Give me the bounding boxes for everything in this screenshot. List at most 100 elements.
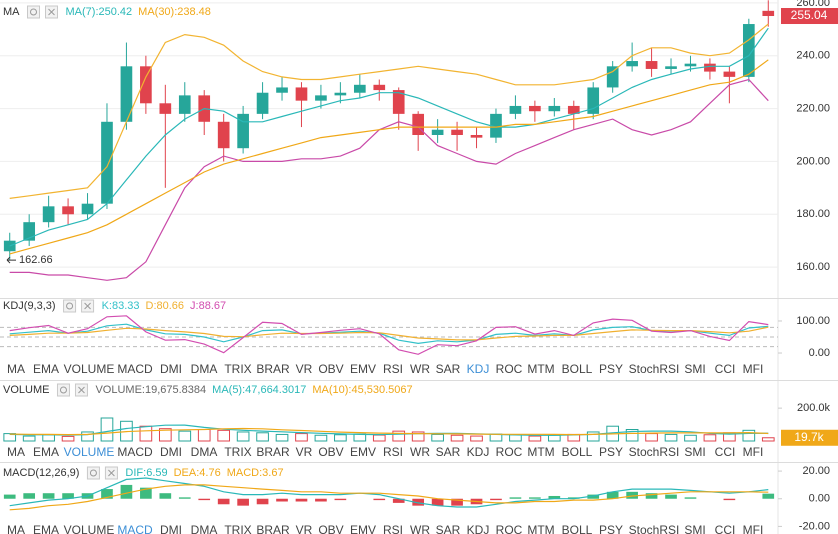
- icon-glyph: [84, 302, 91, 310]
- indicator-tab[interactable]: DMA: [191, 523, 218, 534]
- indicator-tab[interactable]: PSY: [599, 523, 623, 534]
- indicator-tab[interactable]: ROC: [496, 362, 523, 376]
- indicator-tab[interactable]: CCI: [715, 362, 736, 376]
- legend-entry: D:80.66: [146, 300, 185, 312]
- indicator-tab[interactable]: DMA: [191, 445, 218, 459]
- indicator-tab[interactable]: EMA: [33, 445, 59, 459]
- volume-bar: [295, 433, 308, 442]
- candle-body: [548, 105, 561, 112]
- indicator-tab[interactable]: RSI: [383, 362, 403, 376]
- indicator-tab[interactable]: StochRSI: [629, 362, 680, 376]
- indicator-tab[interactable]: MTM: [527, 362, 554, 376]
- settings-icon[interactable]: [27, 5, 40, 19]
- indicator-tab[interactable]: KDJ: [467, 445, 490, 459]
- indicator-tab[interactable]: VR: [296, 445, 313, 459]
- indicator-tab[interactable]: WR: [410, 362, 430, 376]
- indicator-tab[interactable]: PSY: [599, 445, 623, 459]
- indicator-tab[interactable]: BOLL: [562, 445, 593, 459]
- indicator-tab[interactable]: VOLUME: [64, 523, 115, 534]
- candle-body: [334, 92, 347, 96]
- indicator-tab[interactable]: CCI: [715, 445, 736, 459]
- indicator-tab[interactable]: MTM: [527, 523, 554, 534]
- candle-body: [431, 129, 444, 135]
- indicator-tab[interactable]: TRIX: [224, 523, 251, 534]
- indicator-tab[interactable]: OBV: [318, 523, 343, 534]
- indicator-tab[interactable]: SAR: [436, 362, 461, 376]
- indicator-tab[interactable]: WR: [410, 523, 430, 534]
- legend-entry: VOLUME:19,675.8384: [95, 384, 206, 396]
- indicator-tab[interactable]: MACD: [117, 445, 153, 459]
- panel: 160.00 180.00 200.00 220.00 240.00 260.00255.…: [0, 0, 838, 281]
- indicator-tab[interactable]: MA: [7, 445, 25, 459]
- volume-bar: [411, 431, 425, 442]
- indicator-tab[interactable]: ROC: [496, 445, 523, 459]
- indicator-tab[interactable]: DMI: [160, 362, 182, 376]
- indicator-tab[interactable]: TRIX: [224, 445, 251, 459]
- indicator-tab[interactable]: SMI: [684, 523, 705, 534]
- indicator-tab[interactable]: MACD: [117, 362, 153, 376]
- indicator-tab[interactable]: BRAR: [256, 362, 290, 376]
- settings-icon[interactable]: [86, 466, 100, 480]
- indicator-tab[interactable]: VOLUME: [64, 445, 115, 459]
- indicator-tab[interactable]: KDJ: [467, 523, 490, 534]
- macd-bar: [723, 498, 736, 501]
- indicator-tab[interactable]: BRAR: [256, 523, 290, 534]
- y-tick-label: 160.00: [796, 261, 830, 273]
- indicator-tab[interactable]: OBV: [318, 445, 343, 459]
- indicator-tab[interactable]: MA: [7, 523, 25, 534]
- indicator-tab[interactable]: DMI: [160, 445, 182, 459]
- indicator-tab[interactable]: VR: [296, 523, 313, 534]
- indicator-tab[interactable]: RSI: [383, 523, 403, 534]
- indicator-tab[interactable]: EMV: [350, 445, 376, 459]
- indicator-tab[interactable]: EMV: [350, 523, 376, 534]
- indicator-tab[interactable]: OBV: [318, 362, 343, 376]
- indicator-tab[interactable]: BOLL: [562, 523, 593, 534]
- indicator-tab[interactable]: EMA: [33, 523, 59, 534]
- legend-entry: J:88.67: [190, 300, 226, 312]
- indicator-tab[interactable]: TRIX: [224, 362, 251, 376]
- panel: -20.00 0.00 20.00 MACD(12,26,9) DIF:6.59 DEA:…: [3, 465, 830, 534]
- macd-bar: [23, 493, 36, 499]
- indicator-tab[interactable]: MA: [7, 362, 25, 376]
- indicator-tab[interactable]: MACD: [117, 523, 153, 534]
- settings-icon[interactable]: [63, 299, 77, 313]
- volume-bar: [81, 431, 94, 442]
- indicator-tab[interactable]: DMA: [191, 362, 218, 376]
- indicator-tab[interactable]: BRAR: [256, 445, 290, 459]
- indicator-tab[interactable]: StochRSI: [629, 445, 680, 459]
- indicator-tab[interactable]: PSY: [599, 362, 623, 376]
- macd-bar: [626, 491, 638, 499]
- macd-bar: [3, 494, 16, 499]
- indicator-tab[interactable]: MTM: [527, 445, 554, 459]
- indicator-tab[interactable]: WR: [410, 445, 430, 459]
- indicator-tab[interactable]: EMA: [33, 362, 59, 376]
- settings-icon[interactable]: [56, 383, 70, 397]
- indicator-tab[interactable]: RSI: [383, 445, 403, 459]
- indicator-tab[interactable]: KDJ: [467, 362, 490, 376]
- indicator-tab[interactable]: MFI: [743, 362, 764, 376]
- indicator-tab[interactable]: StochRSI: [629, 523, 680, 534]
- indicator-tab[interactable]: VR: [296, 362, 313, 376]
- indicator-tab[interactable]: SMI: [684, 362, 705, 376]
- macd-bar: [140, 487, 152, 499]
- candle-body: [645, 61, 658, 69]
- indicator-tab[interactable]: EMV: [350, 362, 376, 376]
- indicator-tab[interactable]: SMI: [684, 445, 705, 459]
- macd-bar: [315, 498, 327, 502]
- indicator-tab[interactable]: MFI: [743, 523, 764, 534]
- indicator-tab[interactable]: ROC: [496, 523, 523, 534]
- macd-bar: [159, 493, 172, 499]
- macd-bar: [373, 498, 386, 501]
- macd-bar: [42, 493, 55, 499]
- indicator-tab[interactable]: VOLUME: [64, 362, 115, 376]
- indicator-tab[interactable]: BOLL: [562, 362, 593, 376]
- indicator-tab[interactable]: SAR: [436, 523, 461, 534]
- indicator-tab[interactable]: SAR: [436, 445, 461, 459]
- macd-bar: [62, 493, 74, 499]
- indicator-tab[interactable]: MFI: [743, 445, 764, 459]
- candle-body: [392, 90, 405, 114]
- candle-body: [353, 84, 366, 93]
- indicator-line: [9, 424, 769, 436]
- indicator-tab[interactable]: CCI: [715, 523, 736, 534]
- indicator-tab[interactable]: DMI: [160, 523, 182, 534]
